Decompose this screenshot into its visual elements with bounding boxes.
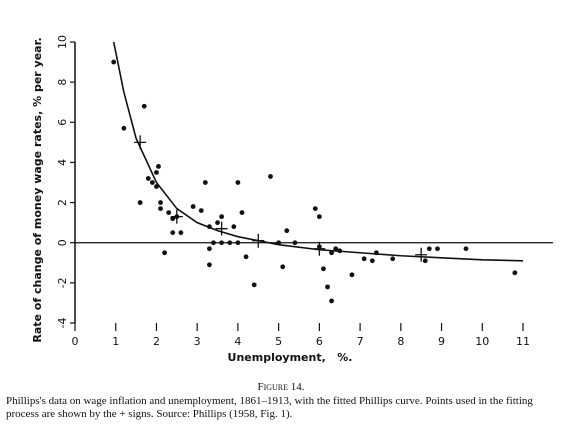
fit-point <box>252 233 265 248</box>
x-tick-label: 2 <box>153 335 160 348</box>
data-point <box>337 248 343 254</box>
y-tick-label: 10 <box>56 35 69 49</box>
data-point <box>276 240 282 246</box>
x-tick-label: 10 <box>475 335 489 348</box>
data-point <box>227 240 233 246</box>
data-point <box>166 210 172 216</box>
x-tick-label: 7 <box>357 335 364 348</box>
y-tick-label: 8 <box>56 79 69 86</box>
x-tick-label: 0 <box>72 335 79 348</box>
data-point <box>329 250 334 256</box>
data-point <box>207 224 212 230</box>
x-tick-label: 1 <box>112 335 119 348</box>
x-tick-label: 11 <box>516 335 530 348</box>
data-point <box>207 262 212 268</box>
fit-point <box>215 221 228 236</box>
data-point <box>211 240 216 246</box>
data-point <box>312 206 318 211</box>
data-point <box>316 214 322 220</box>
data-point <box>333 246 339 252</box>
data-point <box>137 200 143 205</box>
y-axis-label: Rate of change of money wage rates, % pe… <box>31 37 44 342</box>
data-point <box>373 250 379 256</box>
data-point <box>422 258 428 264</box>
data-point <box>325 284 330 290</box>
data-point <box>145 176 151 181</box>
fit-point <box>415 247 428 262</box>
data-point <box>463 246 469 252</box>
y-tick-label: 6 <box>56 119 69 126</box>
x-tick-label: 6 <box>316 335 323 348</box>
data-point <box>369 258 375 264</box>
data-point <box>111 59 117 65</box>
data-point <box>170 216 176 222</box>
data-point <box>329 298 334 304</box>
data-point <box>321 266 326 272</box>
x-tick-label: 3 <box>194 335 201 348</box>
chart: Rate of change of money wage rates, % pe… <box>31 35 553 364</box>
x-tick-label: 8 <box>397 335 404 348</box>
fit-point <box>134 135 147 150</box>
y-tick-label: 0 <box>56 239 69 246</box>
data-point <box>231 224 237 230</box>
data-point <box>426 246 432 252</box>
data-point <box>149 180 155 185</box>
data-point <box>280 264 286 270</box>
data-point <box>202 180 208 185</box>
data-point <box>361 256 367 262</box>
data-point <box>190 204 196 209</box>
fitted-curve <box>112 41 524 262</box>
data-point <box>235 240 241 246</box>
figure-label: Figure 14. <box>257 381 305 393</box>
data-point <box>268 174 273 179</box>
x-axis-label: Unemployment, %. <box>228 351 353 364</box>
data-point <box>512 270 518 276</box>
data-point <box>435 246 440 252</box>
data-point <box>207 246 212 252</box>
data-point <box>156 164 161 169</box>
data-point <box>215 220 220 226</box>
data-point <box>158 206 163 211</box>
data-point <box>162 250 168 256</box>
y-tick-label: -4 <box>56 318 69 329</box>
data-point <box>198 208 204 214</box>
y-tick-label: 4 <box>56 159 69 166</box>
x-tick-label: 9 <box>438 335 445 348</box>
data-point <box>154 170 159 175</box>
data-point <box>219 214 225 220</box>
data-point <box>154 184 159 189</box>
data-point <box>292 240 298 246</box>
x-tick-label: 5 <box>275 335 282 348</box>
y-tick-label: 2 <box>56 199 69 206</box>
data-point <box>178 230 184 236</box>
caption: Phillips's data on wage inflation and un… <box>6 395 533 420</box>
data-point <box>239 210 245 216</box>
data-point <box>284 228 290 234</box>
fit-point <box>170 209 183 224</box>
data-point <box>170 230 176 236</box>
data-point <box>251 282 257 288</box>
y-tick-label: -2 <box>56 277 69 288</box>
x-tick-label: 4 <box>234 335 241 348</box>
data-point <box>158 200 163 205</box>
data-point <box>219 240 225 246</box>
data-point <box>121 125 127 131</box>
data-point <box>349 272 355 278</box>
data-point <box>390 256 396 262</box>
fit-point <box>313 241 326 256</box>
data-point <box>235 180 241 185</box>
data-point <box>243 254 249 260</box>
data-point <box>141 103 147 109</box>
